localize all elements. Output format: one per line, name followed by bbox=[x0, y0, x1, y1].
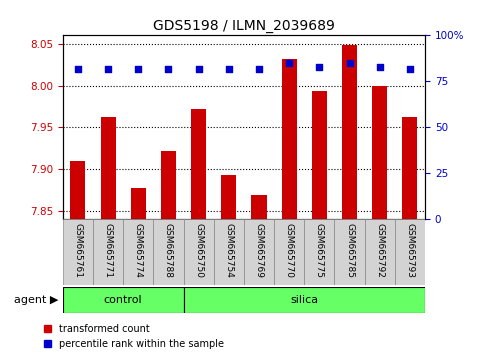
Bar bbox=[402, 118, 417, 219]
Text: GSM665771: GSM665771 bbox=[103, 223, 113, 278]
Bar bbox=[63, 219, 93, 285]
Text: GSM665750: GSM665750 bbox=[194, 223, 203, 278]
Text: GSM665761: GSM665761 bbox=[73, 223, 83, 278]
Point bbox=[74, 66, 82, 72]
Bar bbox=[304, 219, 334, 285]
Bar bbox=[93, 219, 123, 285]
Text: GSM665770: GSM665770 bbox=[284, 223, 294, 278]
Bar bbox=[71, 161, 85, 219]
Bar bbox=[395, 219, 425, 285]
Bar bbox=[282, 59, 297, 219]
Bar bbox=[184, 287, 425, 313]
Point bbox=[346, 60, 354, 66]
Point bbox=[225, 66, 233, 72]
Bar bbox=[244, 219, 274, 285]
Bar bbox=[342, 45, 357, 219]
Point bbox=[285, 60, 293, 66]
Text: GSM665793: GSM665793 bbox=[405, 223, 414, 278]
Bar bbox=[184, 219, 213, 285]
Bar bbox=[154, 219, 184, 285]
Point bbox=[195, 66, 202, 72]
Text: GSM665785: GSM665785 bbox=[345, 223, 354, 278]
Text: control: control bbox=[104, 295, 142, 305]
Point bbox=[165, 66, 172, 72]
Bar bbox=[312, 91, 327, 219]
Point bbox=[255, 66, 263, 72]
Bar bbox=[123, 219, 154, 285]
Text: GSM665788: GSM665788 bbox=[164, 223, 173, 278]
Title: GDS5198 / ILMN_2039689: GDS5198 / ILMN_2039689 bbox=[153, 19, 335, 33]
Point bbox=[134, 66, 142, 72]
Point bbox=[315, 64, 323, 69]
Bar bbox=[131, 188, 146, 219]
Point bbox=[376, 64, 384, 69]
Text: GSM665754: GSM665754 bbox=[224, 223, 233, 278]
Point bbox=[104, 66, 112, 72]
Bar bbox=[213, 219, 244, 285]
Bar bbox=[334, 219, 365, 285]
Point bbox=[406, 66, 414, 72]
Bar bbox=[191, 109, 206, 219]
Text: GSM665769: GSM665769 bbox=[255, 223, 264, 278]
Bar bbox=[161, 151, 176, 219]
Text: GSM665775: GSM665775 bbox=[315, 223, 324, 278]
Bar bbox=[100, 118, 115, 219]
Bar bbox=[63, 287, 184, 313]
Text: agent ▶: agent ▶ bbox=[14, 295, 58, 305]
Legend: transformed count, percentile rank within the sample: transformed count, percentile rank withi… bbox=[43, 324, 224, 349]
Bar bbox=[372, 86, 387, 219]
Bar bbox=[252, 195, 267, 219]
Bar bbox=[221, 175, 236, 219]
Text: silica: silica bbox=[290, 295, 318, 305]
Text: GSM665774: GSM665774 bbox=[134, 223, 143, 278]
Text: GSM665792: GSM665792 bbox=[375, 223, 384, 278]
Bar bbox=[365, 219, 395, 285]
Bar bbox=[274, 219, 304, 285]
